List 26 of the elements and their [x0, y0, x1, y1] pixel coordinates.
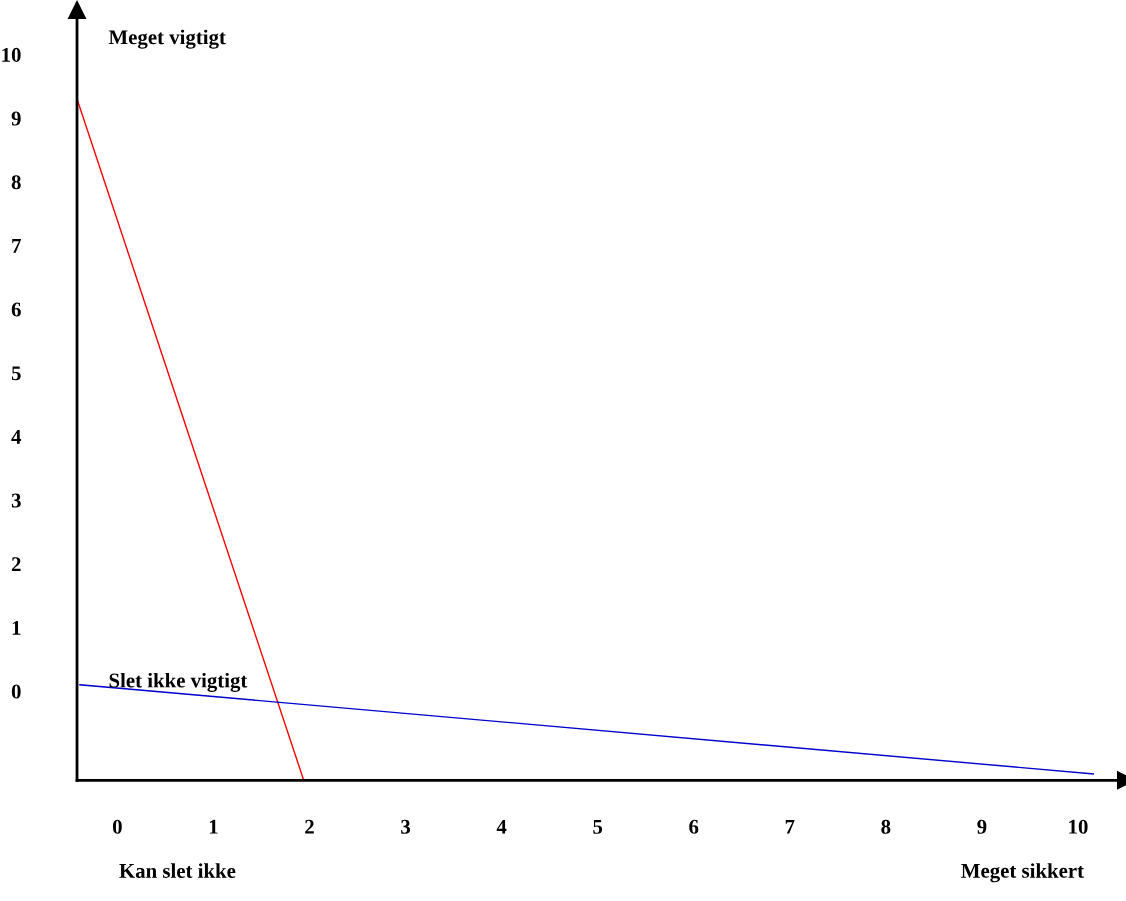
y-tick-label: 4 — [11, 429, 22, 444]
y-tick-label: 7 — [12, 239, 21, 253]
y-tick-label: 1 — [12, 620, 21, 635]
x-tick-label: 6 — [689, 819, 699, 834]
y-tick-label: 2 — [11, 557, 21, 572]
x-tick-label: 4 — [496, 819, 507, 834]
x-tick-label: 9 — [977, 819, 987, 834]
x-tick-label: 5 — [593, 819, 603, 834]
y-tick-label: 10 — [2, 47, 21, 62]
y-tick-label: 0 — [11, 684, 21, 699]
y-tick-label: 6 — [11, 302, 21, 317]
x-tick-label: 3 — [401, 819, 411, 834]
annotation: Slet ikke vigtigt — [109, 672, 248, 692]
y-tick-label: 9 — [11, 111, 21, 126]
x-tick-label: 0 — [112, 819, 122, 834]
annotation: Meget vigtigt — [108, 29, 226, 49]
text: Kan slet ikke — [119, 863, 236, 878]
x-tick-label: 7 — [785, 819, 795, 834]
x-tick-label: 8 — [881, 819, 891, 834]
y-tick-label: 5 — [11, 366, 21, 381]
x-tick-label: 10 — [1069, 819, 1088, 834]
x-tick-label: 1 — [209, 819, 218, 834]
y-tick-label: 8 — [11, 175, 21, 190]
x-tick-label: 2 — [305, 819, 314, 834]
text: Meget sikkert — [961, 863, 1084, 883]
y-tick-label: 3 — [11, 493, 21, 508]
